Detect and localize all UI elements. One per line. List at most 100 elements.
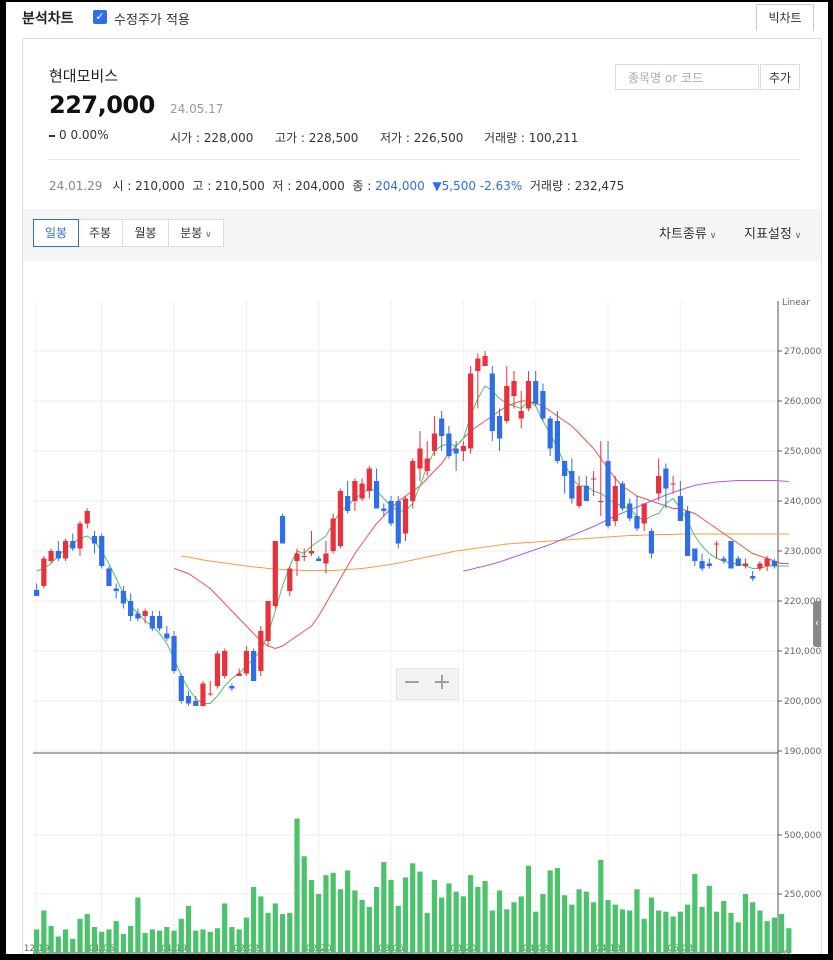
price-tick-label: 220,000 xyxy=(784,597,821,607)
volume-bar xyxy=(453,891,459,953)
flat-change-icon xyxy=(49,134,55,137)
volume-bar xyxy=(431,879,438,953)
volume-bar xyxy=(554,868,560,953)
volume-bar xyxy=(525,865,532,953)
hover-open: 시 : 210,000 xyxy=(112,179,185,193)
candle-body xyxy=(540,391,546,419)
volume-bar xyxy=(272,903,278,953)
volume-bar xyxy=(562,895,568,953)
volume-bar xyxy=(193,930,199,953)
volume-bar xyxy=(265,912,271,953)
zoom-in-button[interactable]: + xyxy=(432,670,452,695)
candle-body xyxy=(656,476,662,494)
big-chart-button[interactable]: 빅차트 xyxy=(756,4,814,31)
indicator-settings-label: 지표설정 xyxy=(744,227,792,242)
volume-bar xyxy=(359,899,365,953)
zoom-out-button[interactable]: − xyxy=(402,670,422,695)
volume-bar xyxy=(171,930,177,953)
zoom-controls: − + xyxy=(396,668,459,700)
volume-bar xyxy=(648,897,655,953)
volume-bar xyxy=(366,906,372,953)
stock-search-input[interactable]: 종목명 or 코드 xyxy=(615,64,759,90)
candle-body xyxy=(699,561,705,569)
price-change: 0 0.00% xyxy=(49,128,109,142)
candle-body xyxy=(692,548,698,561)
volume-bar xyxy=(677,911,683,953)
volume-tick-label: 500,000 xyxy=(784,831,821,841)
tab-daily[interactable]: 일봉 xyxy=(33,219,79,247)
volume-bar xyxy=(757,910,763,953)
chart-type-menu[interactable]: 차트종류 ∨ xyxy=(659,223,716,242)
price-tick-label: 240,000 xyxy=(784,497,821,507)
candle-body xyxy=(229,686,235,689)
candle-body xyxy=(330,518,336,551)
volume-bar xyxy=(750,902,756,953)
candle-body xyxy=(287,568,293,591)
volume-bar xyxy=(590,902,597,953)
candle-body xyxy=(713,543,720,545)
candle-body xyxy=(178,676,184,701)
volume-bar xyxy=(308,879,315,953)
adjusted-price-checkbox[interactable]: ✓ xyxy=(93,10,107,24)
side-panel-toggle[interactable]: ‹ xyxy=(813,601,821,647)
candle-body xyxy=(605,461,611,526)
candle-body xyxy=(750,576,756,579)
ma60-line xyxy=(463,480,789,572)
candle-body xyxy=(424,458,430,471)
candle-body xyxy=(525,381,532,409)
chart-type-label: 차트종류 xyxy=(659,227,707,242)
volume-bar xyxy=(692,873,698,953)
volume-bar xyxy=(576,889,582,953)
candle-body xyxy=(200,683,206,706)
scale-label: Linear xyxy=(782,298,810,308)
candle-body xyxy=(156,616,163,629)
volume-bar xyxy=(135,897,141,953)
volume-bar xyxy=(55,936,61,953)
tab-weekly[interactable]: 주봉 xyxy=(78,220,123,246)
candle-body xyxy=(337,491,344,546)
price-tick-label: 230,000 xyxy=(784,547,821,557)
candle-body xyxy=(128,601,134,616)
add-stock-button[interactable]: 추가 xyxy=(760,64,800,90)
candle-body xyxy=(670,483,676,485)
candle-body xyxy=(222,651,228,676)
candle-body xyxy=(345,496,351,511)
ma20-line xyxy=(173,400,789,650)
window-title: 분석차트 xyxy=(22,11,74,27)
candle-body xyxy=(55,551,61,559)
candle-body xyxy=(171,636,177,671)
candle-body xyxy=(706,563,712,566)
volume-bar xyxy=(779,914,785,953)
indicator-settings-menu[interactable]: 지표설정 ∨ xyxy=(744,223,801,242)
open-price: 시가 : 228,000 xyxy=(170,131,254,145)
analysis-chart-window: 분석차트 ✓ 수정주가 적용 빅차트 현대모비스 227,000 24.05.1… xyxy=(6,2,828,954)
volume-bar xyxy=(287,912,293,953)
volume-bar xyxy=(149,929,155,953)
candle-body xyxy=(431,433,438,451)
tab-minute[interactable]: 분봉 ∨ xyxy=(169,220,223,246)
volume-bar xyxy=(388,879,394,953)
chevron-down-icon: ∨ xyxy=(202,230,212,240)
candle-body xyxy=(533,381,539,404)
candle-body xyxy=(135,613,141,619)
hover-volume: 거래량 : 232,475 xyxy=(529,179,625,193)
candle-body xyxy=(149,616,155,629)
volume-bar xyxy=(41,910,47,953)
candle-body xyxy=(48,551,54,561)
hover-close: 204,000 xyxy=(375,179,425,193)
candle-body xyxy=(482,356,488,366)
volume-bar xyxy=(330,872,336,953)
volume-bar xyxy=(222,903,228,953)
chart-area[interactable]: Linear 270,000 260,000 250,000 240,000 230,00… xyxy=(23,261,821,954)
tab-monthly[interactable]: 월봉 xyxy=(123,220,169,246)
adjusted-price-label[interactable]: 수정주가 적용 xyxy=(114,13,190,28)
volume-bar xyxy=(120,934,127,953)
volume-bar xyxy=(424,912,430,953)
volume-bar xyxy=(113,921,119,953)
candlestick-chart[interactable]: Linear 270,000 260,000 250,000 240,000 230,00… xyxy=(23,261,821,954)
candle-body xyxy=(265,601,271,641)
volume-bar xyxy=(771,917,777,953)
candle-body xyxy=(366,468,372,491)
volume-bar xyxy=(446,883,452,953)
